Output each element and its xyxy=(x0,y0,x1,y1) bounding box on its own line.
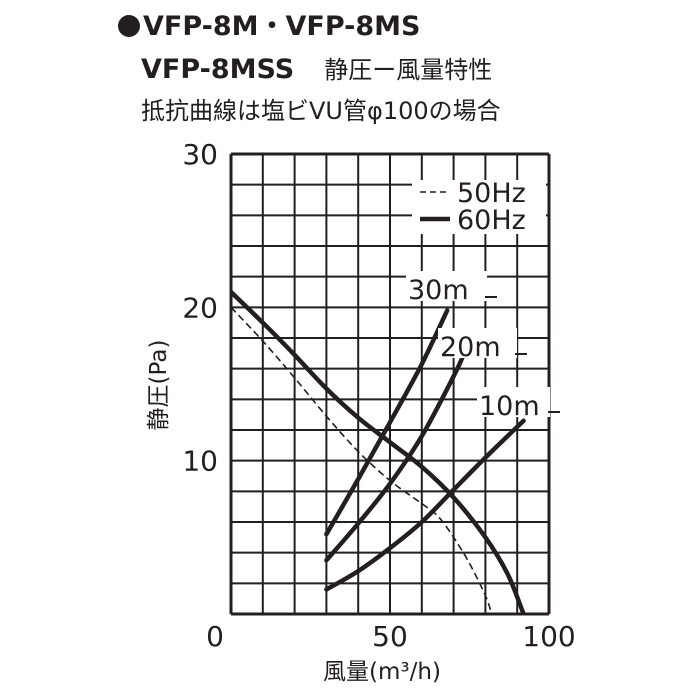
y-tick-label: 20 xyxy=(182,291,218,324)
resistance-label-10m: 10m xyxy=(479,391,540,422)
label-background xyxy=(438,328,517,358)
resistance-label-30m: 30m xyxy=(408,275,469,306)
x-tick-label: 50 xyxy=(372,620,408,653)
y-axis-label: 静圧(Pa) xyxy=(146,340,172,431)
model-line-2: VFP-8MSS xyxy=(141,54,295,85)
bullet-icon xyxy=(118,15,140,37)
series-60Hz xyxy=(229,290,526,615)
resistance-curve-30m xyxy=(324,308,450,537)
model-line-1: VFP-8M・VFP-8MS xyxy=(143,11,421,42)
model-title-2: VFP-8MSS 静圧ー風量特性 xyxy=(141,50,492,85)
resistance-curve-10m xyxy=(324,418,526,592)
legend-label-60Hz: 60Hz xyxy=(457,205,526,236)
series-50Hz xyxy=(230,306,493,615)
resistance-labels: 30m 20m 10m xyxy=(406,271,560,422)
curves xyxy=(229,290,526,615)
axis-ticks: 10 20 30 0 50 100 xyxy=(182,138,575,653)
label-background xyxy=(477,387,550,417)
resistance-label-20m: 20m xyxy=(440,332,501,363)
resistance-note: 抵抗曲線は塩ビVU管φ100の場合 xyxy=(141,97,501,125)
y-tick-label: 10 xyxy=(182,445,218,478)
x-tick-label: 0 xyxy=(206,620,224,653)
chart-subtitle: 静圧ー風量特性 xyxy=(324,56,493,84)
label-background xyxy=(406,271,487,301)
resistance-curve-20m xyxy=(324,346,469,563)
y-tick-label: 30 xyxy=(182,138,218,171)
x-tick-label: 100 xyxy=(522,620,575,653)
legend-label-50Hz: 50Hz xyxy=(457,178,526,209)
legend-background xyxy=(412,180,546,234)
x-axis-label: 風量(m³/h) xyxy=(323,659,441,685)
model-title-1: VFP-8M・VFP-8MS xyxy=(118,4,420,43)
